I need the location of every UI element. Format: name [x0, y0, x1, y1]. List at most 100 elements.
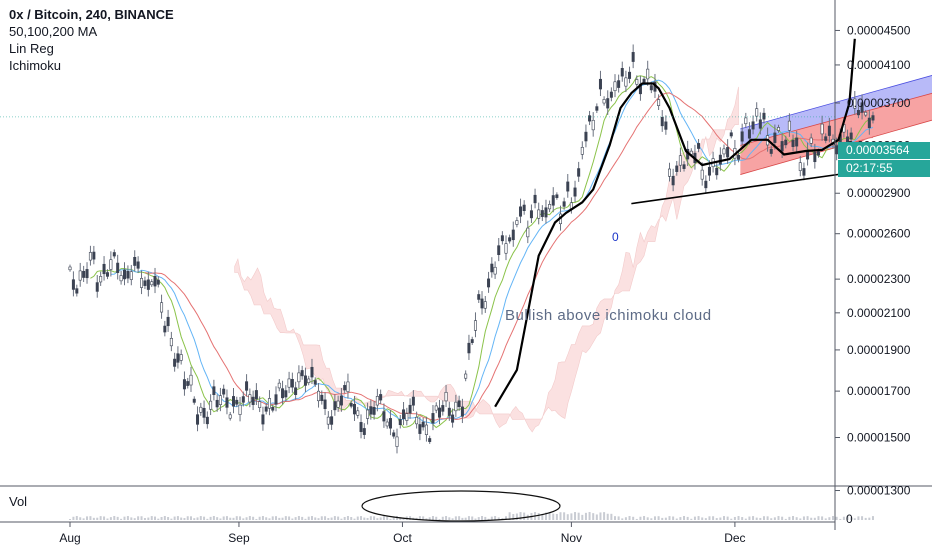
candle-body: [544, 207, 548, 218]
candle-body: [591, 119, 595, 131]
volume-bar: [278, 517, 281, 520]
candle-body: [136, 261, 140, 269]
candle-body: [156, 279, 160, 285]
volume-bar: [239, 516, 242, 520]
candle-body: [173, 358, 177, 367]
candle-body: [660, 117, 664, 127]
candle-body: [424, 424, 428, 435]
volume-axis-label: 0: [846, 512, 853, 526]
volume-bar: [268, 518, 271, 520]
legend-linreg[interactable]: Lin Reg: [9, 41, 54, 56]
volume-bar: [79, 517, 82, 520]
volume-bar: [75, 516, 78, 520]
candle-body: [522, 204, 526, 212]
volume-bar: [835, 516, 838, 520]
volume-bar: [291, 518, 294, 520]
candle-body: [718, 154, 722, 165]
candle-body: [372, 406, 376, 415]
volume-bar: [69, 519, 71, 520]
volume-bar: [464, 517, 467, 520]
candle-body: [369, 406, 373, 415]
volume-bar: [147, 517, 150, 520]
volume-bar: [650, 518, 653, 520]
volume-bar: [552, 513, 555, 520]
candle-body: [657, 99, 661, 106]
volume-bar: [409, 516, 412, 520]
volume-bar: [340, 518, 343, 520]
volume-bar: [225, 516, 228, 520]
candle-body: [642, 78, 646, 83]
volume-bar: [333, 516, 336, 520]
volume-bar: [180, 517, 183, 520]
volume-bar: [683, 516, 686, 520]
candle-body: [235, 399, 239, 405]
candle-body: [116, 262, 120, 273]
volume-bar: [219, 518, 222, 520]
user-drawings: [494, 38, 856, 408]
legend-ichimoku[interactable]: Ichimoku: [9, 58, 62, 73]
annotation-text[interactable]: Bullish above ichimoku cloud: [505, 307, 712, 324]
volume-bar: [686, 516, 689, 520]
candle-body: [222, 388, 226, 395]
volume-bar: [744, 518, 747, 520]
volume-bar: [842, 516, 845, 520]
candle-body: [470, 339, 474, 343]
candle-body: [326, 416, 330, 425]
volume-bar: [379, 517, 382, 520]
volume-bar: [523, 512, 526, 520]
candle-body: [352, 403, 356, 415]
candle-body: [555, 194, 559, 198]
candle-body: [617, 80, 621, 88]
volume-bar: [697, 516, 700, 520]
candle-body: [780, 141, 784, 152]
volume-bar: [871, 516, 874, 520]
volume-bar: [425, 518, 428, 520]
legend-ma[interactable]: 50,100,200 MA: [9, 24, 98, 39]
candle-body: [323, 399, 327, 410]
candle-body: [529, 210, 533, 219]
volume-bar: [471, 516, 474, 520]
candle-body: [493, 266, 497, 275]
candle-body: [143, 280, 147, 286]
channel-line: [740, 74, 932, 130]
candle-body: [602, 99, 606, 104]
candle-body: [388, 418, 392, 429]
x-tick-label: Oct: [393, 531, 412, 545]
symbol-title[interactable]: 0x / Bitcoin, 240, BINANCE: [9, 7, 174, 22]
candle-body: [189, 374, 193, 386]
volume-bar: [675, 518, 678, 520]
volume-bar: [143, 518, 146, 520]
candle-body: [454, 401, 458, 412]
volume-bar: [103, 516, 106, 520]
candle-body: [744, 117, 748, 125]
volume-bar: [350, 517, 353, 520]
volume-ellipse-drawing: [361, 490, 561, 522]
candle-body: [313, 380, 317, 385]
drawn-projection-curve[interactable]: [494, 38, 856, 408]
candle-body: [678, 155, 682, 166]
volume-bar: [474, 518, 477, 520]
volume-bar: [441, 516, 444, 520]
candle-body: [398, 419, 402, 425]
volume-bar: [672, 516, 675, 520]
volume-bar: [399, 517, 402, 520]
candle-body: [548, 204, 552, 210]
candle-body: [798, 162, 802, 171]
candle-body: [791, 139, 795, 147]
candle-body: [339, 395, 343, 406]
volume-bar: [592, 513, 595, 520]
volume-bar: [242, 518, 245, 520]
candle-body: [150, 281, 154, 286]
volume-bar: [203, 516, 206, 520]
x-tick-label: Sep: [228, 531, 250, 545]
volume-bar: [828, 517, 831, 520]
time-axis[interactable]: Aug Sep Oct Nov Dec: [59, 522, 746, 545]
volume-bar: [126, 516, 129, 520]
candle-body: [392, 432, 396, 437]
candle-body: [675, 165, 679, 172]
support-trendline[interactable]: [631, 171, 855, 205]
volume-bar: [864, 517, 867, 520]
candle-body: [584, 131, 588, 142]
price-axis[interactable]: 0.00001300 0.00001500 0.00001700 0.00001900…: [835, 23, 911, 498]
